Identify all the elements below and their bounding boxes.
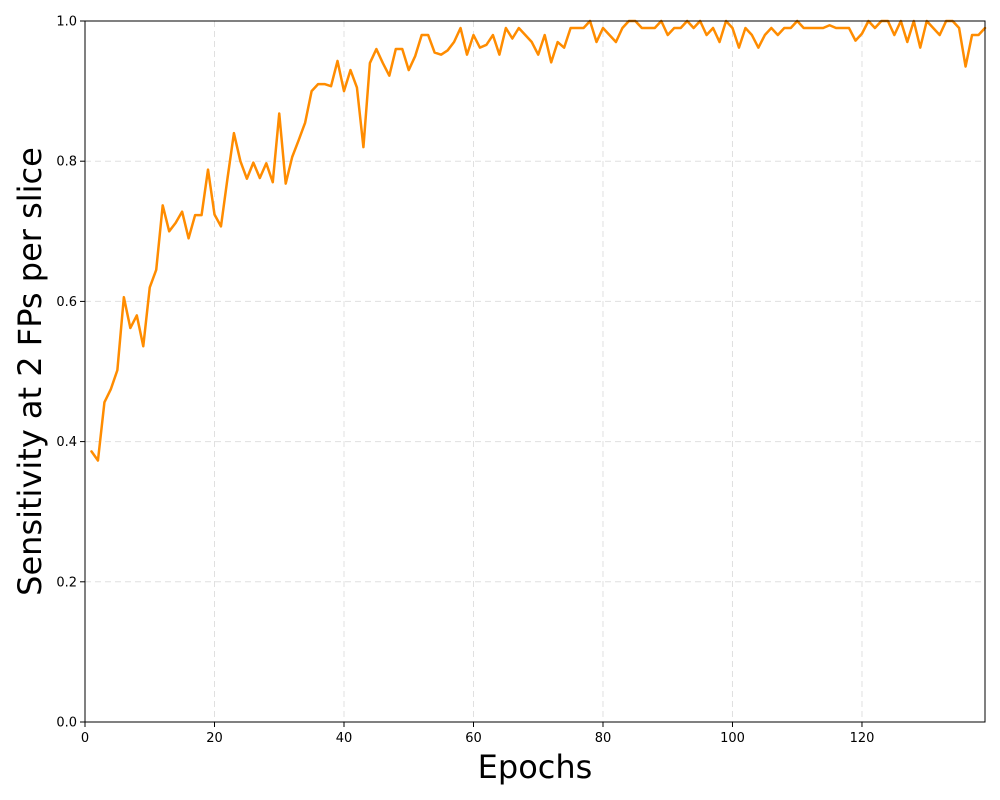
x-tick-label: 40 xyxy=(336,731,353,746)
y-tick-label: 1.0 xyxy=(56,15,77,30)
axis-ticks: 0 20 40 60 80 100 120 0.0 0.2 0.4 0.6 0.8 1.0 xyxy=(56,15,874,747)
y-tick-label: 0.2 xyxy=(56,575,77,590)
x-tick-label: 20 xyxy=(206,731,223,746)
x-tick-label: 100 xyxy=(720,731,745,746)
y-tick-label: 0.6 xyxy=(56,295,77,310)
y-tick-label: 0.4 xyxy=(56,435,77,450)
series-line xyxy=(90,19,987,462)
x-tick-label: 80 xyxy=(595,731,612,746)
x-tick-label: 60 xyxy=(465,731,482,746)
y-tick-label: 0.8 xyxy=(56,155,77,170)
y-tick-label: 0.0 xyxy=(56,716,77,731)
x-axis-title: Epochs xyxy=(478,748,593,786)
y-axis-title: Sensitivity at 2 FPs per slice xyxy=(11,147,49,596)
x-tick-label: 0 xyxy=(81,731,89,746)
plot-frame xyxy=(84,20,986,723)
x-tick-label: 120 xyxy=(850,731,875,746)
series-layer xyxy=(90,19,987,462)
